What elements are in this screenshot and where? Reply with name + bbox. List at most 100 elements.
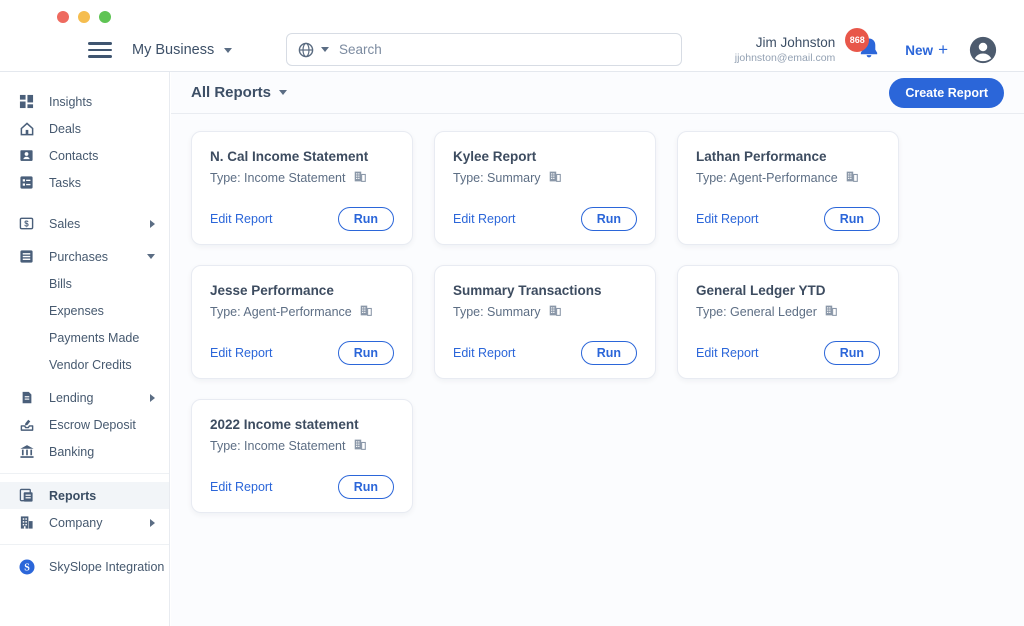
zoom-button[interactable]: [99, 11, 111, 23]
edit-report-link[interactable]: Edit Report: [696, 212, 759, 226]
report-filter-dropdown[interactable]: All Reports: [191, 84, 288, 101]
close-button[interactable]: [57, 11, 69, 23]
tasks-icon: [18, 174, 35, 191]
business-switcher[interactable]: My Business: [132, 42, 233, 58]
sidebar-item-lending[interactable]: Lending: [0, 384, 169, 411]
search-bar: [286, 33, 682, 66]
banking-icon: [18, 443, 35, 460]
sidebar-item-insights[interactable]: Insights: [0, 88, 169, 115]
report-type: Type: Summary: [453, 304, 637, 320]
report-type: Type: Income Statement: [210, 438, 394, 454]
sidebar-divider: [0, 473, 169, 474]
plus-icon: +: [938, 40, 948, 59]
sidebar-item-label: SkySlope Integration: [49, 559, 165, 574]
notifications-button[interactable]: 868: [845, 28, 885, 65]
sidebar-item-sales[interactable]: $ Sales: [0, 210, 169, 237]
report-type-icon: [353, 170, 367, 186]
sidebar-item-label: Banking: [49, 444, 95, 459]
run-button[interactable]: Run: [337, 207, 394, 231]
report-card: Jesse Performance Type: Agent-Performance…: [191, 265, 413, 379]
report-type-label: Type: Income Statement: [210, 439, 346, 453]
search-input[interactable]: [339, 42, 671, 57]
sidebar-item-label: Tasks: [49, 175, 81, 190]
search-scope-selector[interactable]: [297, 41, 339, 59]
sidebar-item-label: Payments Made: [49, 330, 140, 345]
report-type-label: Type: Agent-Performance: [696, 171, 838, 185]
sidebar-item-skyslope-integration[interactable]: S SkySlope Integration: [0, 553, 169, 580]
topbar: My Business Jim Johnston jjohnston@email…: [0, 0, 1024, 72]
report-title: Kylee Report: [453, 149, 537, 164]
sidebar-item-label: Insights: [49, 94, 93, 109]
report-card: General Ledger YTD Type: General Ledger Ed…: [677, 265, 899, 379]
sidebar-item-banking[interactable]: Banking: [0, 438, 169, 465]
sidebar-item-escrow-deposit[interactable]: Escrow Deposit: [0, 411, 169, 438]
run-button[interactable]: Run: [580, 341, 637, 365]
report-type-icon: [359, 304, 373, 320]
report-card: N. Cal Income Statement Type: Income Stat…: [191, 131, 413, 245]
report-card-actions: Edit Report Run: [696, 207, 880, 231]
toolbar: My Business Jim Johnston jjohnston@email…: [0, 28, 1024, 72]
sidebar-item-expenses[interactable]: Expenses: [0, 297, 169, 324]
run-button[interactable]: Run: [580, 207, 637, 231]
report-title: Jesse Performance: [210, 283, 334, 298]
report-type: Type: Income Statement: [210, 170, 394, 186]
minimize-button[interactable]: [78, 11, 90, 23]
edit-report-link[interactable]: Edit Report: [210, 346, 273, 360]
report-type-label: Type: Income Statement: [210, 171, 346, 185]
deals-icon: [18, 120, 35, 137]
sidebar-item-vendor-credits[interactable]: Vendor Credits: [0, 351, 169, 378]
sidebar: Insights Deals Contacts Tasks $ Sales Purchase…: [0, 72, 170, 626]
run-button[interactable]: Run: [823, 207, 880, 231]
sidebar-item-label: Sales: [49, 216, 81, 231]
sidebar-spacer: [0, 196, 169, 210]
contacts-icon: [18, 147, 35, 164]
company-icon: [18, 514, 35, 531]
sidebar-item-deals[interactable]: Deals: [0, 115, 169, 142]
user-info[interactable]: Jim Johnston jjohnston@email.com: [735, 35, 836, 65]
sidebar-item-contacts[interactable]: Contacts: [0, 142, 169, 169]
sidebar-item-company[interactable]: Company: [0, 509, 169, 536]
report-type-label: Type: General Ledger: [696, 305, 817, 319]
sidebar-item-label: Contacts: [49, 148, 99, 163]
report-title: 2022 Income statement: [210, 417, 359, 432]
reports-icon: [18, 487, 35, 504]
window-controls: [57, 11, 111, 23]
purchases-icon: [18, 248, 35, 265]
report-type-icon: [845, 170, 859, 186]
sidebar-item-label: Deals: [49, 121, 81, 136]
sidebar-item-label: Reports: [49, 488, 97, 503]
skyslope-icon: S: [18, 558, 35, 575]
sidebar-item-label: Lending: [49, 390, 94, 405]
edit-report-link[interactable]: Edit Report: [210, 212, 273, 226]
report-card-actions: Edit Report Run: [453, 341, 637, 365]
sidebar-item-label: Purchases: [49, 249, 109, 264]
new-label: New: [905, 42, 934, 58]
run-button[interactable]: Run: [337, 341, 394, 365]
report-card-grid: N. Cal Income Statement Type: Income Stat…: [171, 114, 1024, 530]
sidebar-item-bills[interactable]: Bills: [0, 270, 169, 297]
svg-text:S: S: [24, 562, 30, 573]
run-button[interactable]: Run: [337, 475, 394, 499]
sidebar-item-reports[interactable]: Reports: [0, 482, 169, 509]
edit-report-link[interactable]: Edit Report: [210, 480, 273, 494]
menu-icon[interactable]: [88, 41, 112, 59]
profile-avatar[interactable]: [968, 35, 998, 65]
sidebar-item-payments-made[interactable]: Payments Made: [0, 324, 169, 351]
create-report-button[interactable]: Create Report: [889, 77, 1004, 108]
chevron-right-icon: [150, 393, 155, 402]
run-button[interactable]: Run: [823, 341, 880, 365]
sidebar-item-purchases[interactable]: Purchases: [0, 243, 169, 270]
sidebar-item-label: Escrow Deposit: [49, 417, 136, 432]
edit-report-link[interactable]: Edit Report: [453, 212, 516, 226]
report-card-actions: Edit Report Run: [210, 341, 394, 365]
chevron-down-icon: [279, 90, 288, 95]
main-header: All Reports Create Report: [171, 72, 1024, 114]
edit-report-link[interactable]: Edit Report: [696, 346, 759, 360]
new-button[interactable]: New +: [905, 40, 948, 60]
chevron-down-icon: [321, 47, 329, 52]
report-card-actions: Edit Report Run: [210, 475, 394, 499]
report-type-label: Type: Summary: [453, 171, 541, 185]
edit-report-link[interactable]: Edit Report: [453, 346, 516, 360]
sidebar-item-tasks[interactable]: Tasks: [0, 169, 169, 196]
user-name: Jim Johnston: [755, 35, 836, 50]
